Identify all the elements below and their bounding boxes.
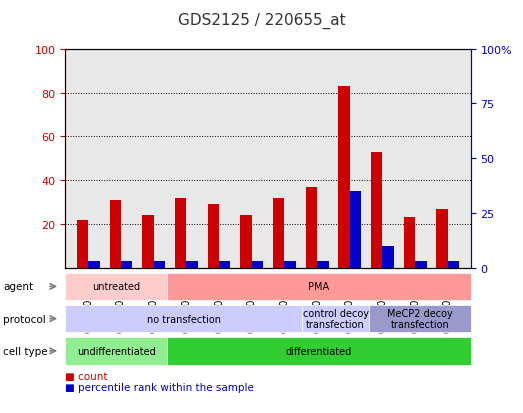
Bar bbox=[317, 261, 328, 268]
Bar bbox=[404, 218, 415, 268]
Text: MeCP2 decoy
transfection: MeCP2 decoy transfection bbox=[387, 308, 453, 330]
Bar bbox=[186, 261, 198, 268]
Text: undifferentiated: undifferentiated bbox=[77, 346, 155, 356]
Bar bbox=[154, 261, 165, 268]
Text: GDS2125 / 220655_at: GDS2125 / 220655_at bbox=[178, 12, 345, 28]
Bar bbox=[436, 209, 448, 268]
Bar bbox=[371, 152, 382, 268]
Bar bbox=[273, 198, 285, 268]
Bar bbox=[338, 87, 350, 268]
Bar bbox=[350, 192, 361, 268]
Bar bbox=[88, 261, 100, 268]
Text: ■ percentile rank within the sample: ■ percentile rank within the sample bbox=[65, 382, 254, 392]
Bar bbox=[382, 246, 394, 268]
Text: no transfection: no transfection bbox=[146, 314, 221, 324]
Bar bbox=[448, 261, 459, 268]
Bar bbox=[121, 261, 132, 268]
Text: protocol: protocol bbox=[3, 314, 46, 324]
Text: cell type: cell type bbox=[3, 346, 48, 356]
Text: agent: agent bbox=[3, 282, 33, 292]
Text: differentiated: differentiated bbox=[286, 346, 352, 356]
Text: PMA: PMA bbox=[308, 282, 329, 292]
Text: untreated: untreated bbox=[92, 282, 140, 292]
Bar bbox=[252, 261, 263, 268]
Bar bbox=[142, 216, 154, 268]
Text: ■ count: ■ count bbox=[65, 371, 108, 381]
Bar bbox=[285, 261, 296, 268]
Bar bbox=[208, 205, 219, 268]
Bar bbox=[415, 261, 427, 268]
Text: control decoy
transfection: control decoy transfection bbox=[303, 308, 369, 330]
Bar bbox=[77, 220, 88, 268]
Bar bbox=[240, 216, 252, 268]
Bar bbox=[109, 200, 121, 268]
Bar bbox=[219, 261, 231, 268]
Bar bbox=[305, 188, 317, 268]
Bar bbox=[175, 198, 186, 268]
